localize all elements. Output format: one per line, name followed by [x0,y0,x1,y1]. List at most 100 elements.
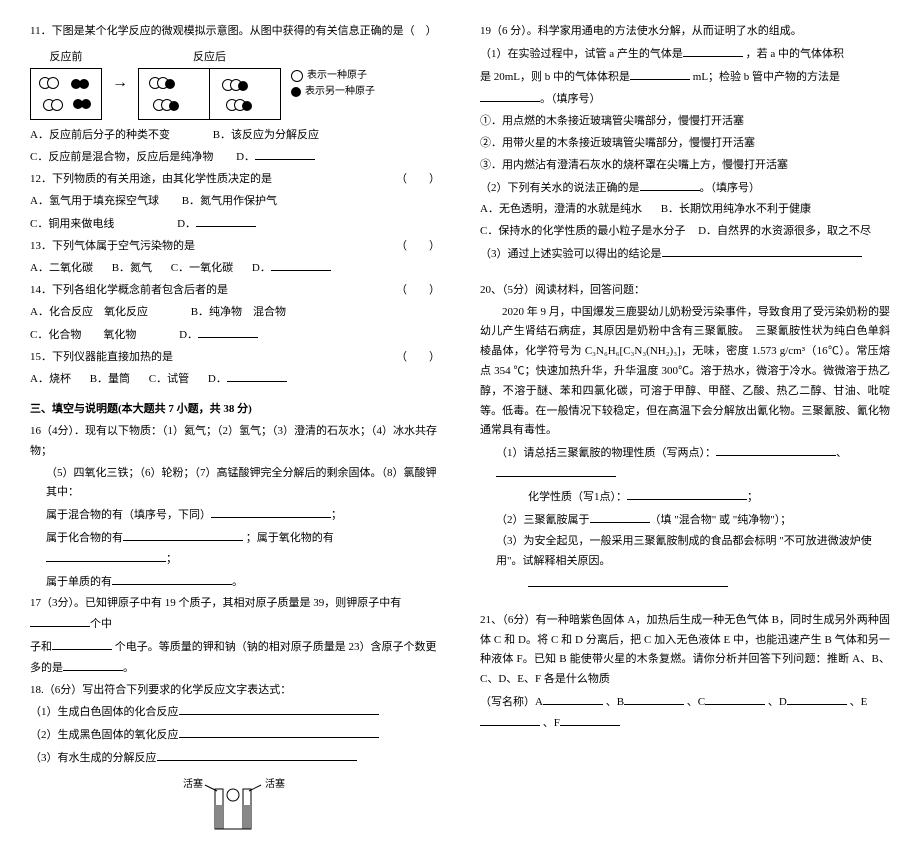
q19-od: D．自然界的水资源很多，取之不尽 [698,225,871,237]
q20-stem: 20、（5分）阅读材料，回答问题： [480,281,890,301]
q11-optD: D． [236,151,255,163]
q12-stem: 12．下列物质的有关用途，由其化学性质决定的是（ ） [30,170,440,190]
label-before: 反应前 [30,48,102,68]
legend-black: 表示另一种原子 [305,85,375,99]
blank [179,725,379,738]
q11-optB: B．该反应为分解反应 [213,129,319,141]
blank [590,510,650,523]
diagram-before: 反应前 [30,48,102,120]
blank [46,549,166,562]
blank [255,147,315,160]
q14-stem: 14．下列各组化学概念前者包含后者的是（ ） [30,281,440,301]
blank [640,178,700,191]
q16-stem: 16（4分）．现有以下物质：（1）氦气；（2）氢气；（3）澄清的石灰水；（4）冰… [30,422,440,462]
q14-optB: B．纯净物 混合物 [191,306,286,318]
q19-o2: ②．用带火星的木条接近玻璃管尖嘴部分，慢慢打开活塞 [480,134,890,154]
q13-stem: 13．下列气体属于空气污染物的是（ ） [30,237,440,257]
left-column: 11．下图是某个化学反应的微观模拟示意图。从图中获得的有关信息正确的是（ ） 反… [30,20,440,843]
q18-stem: 18.（6分）写出符合下列要求的化学反应文字表达式： [30,681,440,701]
q12-row1: A．氢气用于填充探空气球 B．氮气用作保护气 [30,192,440,212]
q13-optB: B．氮气 [112,262,152,274]
q14-optD: D． [179,329,198,341]
apparatus-label-right: 活塞 [265,777,285,790]
blank [627,487,747,500]
legend-white: 表示一种原子 [307,69,367,83]
blank [227,369,287,382]
q13-optC: C．一氧化碳 [171,262,233,274]
blank [528,574,728,587]
q19-l3: 。（填序号） [480,89,890,110]
q12-optB: B．氮气用作保护气 [182,195,277,207]
q11-row-ab: A．反应前后分子的种类不变 B．该反应为分解反应 [30,126,440,146]
q13-row: A．二氧化碳 B．氮气 C．一氧化碳 D． [30,258,440,279]
q14-optC: C．化合物 氧化物 [30,329,136,341]
blank [543,692,603,705]
blank [716,443,836,456]
q13-optD: D． [252,262,271,274]
box-after-1 [138,68,209,120]
q19-l4: （2）下列有关水的说法正确的是。（填序号） [480,178,890,199]
q19-l2: 是 20mL，则 b 中的气体体积是 mL；检验 b 管中产物的方法是 [480,67,890,88]
apparatus-icon: 活塞 活塞 [165,775,305,835]
q17-line2: 子和 个电子。等质量的钾和钠（钠的相对原子质量是 23）含原子个数更多的是。 [30,637,440,679]
q19-l1: （1）在实验过程中，试管 a 产生的气体是 ，若 a 中的气体体积 [480,44,890,65]
box-before [30,68,102,120]
q15-row: A．烧杯 B．量筒 C．试管 D． [30,369,440,390]
q16-line4: 属于化合物的有 ；属于氧化物的有； [30,528,440,570]
q19-o1: ①．用点燃的木条接近玻璃管尖嘴部分，慢慢打开活塞 [480,112,890,132]
q20-i2: （2）三聚氰胺属于（填 "混合物" 或 "纯净物"）； [480,510,890,531]
q20-i3-blank [480,574,890,595]
q19-l5: （3）通过上述实验可以得出的结论是 [480,244,890,265]
q20-i1b: 化学性质（写1点）：； [480,487,890,508]
q18-i1: （1）生成白色固体的化合反应 [30,702,440,723]
q15-optA: A．烧杯 [30,373,71,385]
black-atom-icon [291,87,301,97]
q19-oab: A．无色透明，澄清的水就是纯水 B．长期饮用纯净水不利于健康 [480,200,890,220]
blank [662,244,862,257]
q15-optC: C．试管 [149,373,189,385]
white-atom-icon [291,70,303,82]
apparatus-label-left: 活塞 [183,777,203,790]
q11-row-cd: C．反应前是混合物，反应后是纯净物 D． [30,147,440,168]
q20-i3: （3）为安全起见，一般采用三聚氰胺制成的食品都会标明 "不可放进微波炉使用"。试… [480,532,890,572]
right-column: 19（6 分）。科学家用通电的方法使水分解，从而证明了水的组成。 （1）在实验过… [480,20,890,843]
q13-optA: A．二氧化碳 [30,262,93,274]
blank [198,325,258,338]
q14-row1: A．化合反应 氧化反应 B．纯净物 混合物 [30,303,440,323]
q19-stem: 19（6 分）。科学家用通电的方法使水分解，从而证明了水的组成。 [480,22,890,42]
q12-row2: C．铜用来做电线 D． [30,214,440,235]
blank [496,464,616,477]
blank [30,614,90,627]
blank [63,658,123,671]
q20-i1a: （1）请总括三聚氰胺的物理性质（写两点）：、 [480,443,890,485]
q12-optC: C．铜用来做电线 [30,218,114,230]
q19-oc: C．保持水的化学性质的最小粒子是水分子 [480,225,685,237]
q19-ob: B．长期饮用纯净水不利于健康 [661,203,811,215]
q12-optD: D． [177,218,196,230]
blank [705,692,765,705]
blank [480,713,540,726]
apparatus-figure: 活塞 活塞 [30,775,440,843]
q19-ocd: C．保持水的化学性质的最小粒子是水分子 D．自然界的水资源很多，取之不尽 [480,222,890,242]
box-after-2 [209,68,281,120]
q14-optA: A．化合反应 氧化反应 [30,306,148,318]
q20-p1: 2020 年 9 月，中国爆发三鹿婴幼儿奶粉受污染事件，导致食用了受污染奶粉的婴… [480,303,890,442]
blank [271,258,331,271]
blank [683,44,743,57]
arrow-icon: → [112,69,128,98]
q12-optA: A．氢气用于填充探空气球 [30,195,159,207]
q17-stem: 17（3分）。已知钾原子中有 19 个质子，其相对原子质量是 39，则钾原子中有… [30,594,440,635]
q11-stem: 11．下图是某个化学反应的微观模拟示意图。从图中获得的有关信息正确的是（ ） [30,22,440,42]
q15-stem: 15．下列仪器能直接加热的是（ ） [30,348,440,368]
q16-line3: 属于混合物的有（填序号，下同）； [30,505,440,526]
blank [123,528,243,541]
q21-stem: 21、（6分）有一种暗紫色固体 A，加热后生成一种无色气体 B，同时生成另外两种… [480,611,890,690]
q19-o3: ③．用内燃沾有澄清石灰水的烧杯罩在尖嘴上方，慢慢打开活塞 [480,156,890,176]
q19-oa: A．无色透明，澄清的水就是纯水 [480,203,642,215]
q16-line5: 属于单质的有。 [30,572,440,593]
blank [211,505,331,518]
blank [179,702,379,715]
blank [112,572,232,585]
q16-line2: （5）四氧化三铁；（6）轮粉；（7）高锰酸钾完全分解后的剩余固体。（8）氯酸钾其… [30,464,440,504]
q11-diagram: 反应前 → 反应后 [30,48,440,120]
